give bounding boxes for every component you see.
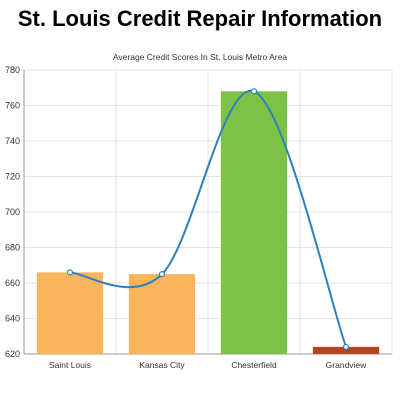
line-layer (66, 88, 350, 350)
bar-layer (36, 91, 380, 355)
line-point (66, 269, 74, 276)
x-tick-label: Saint Louis (49, 360, 91, 370)
line-point (250, 88, 258, 95)
y-tick-label: 700 (5, 207, 20, 217)
y-tick-label: 640 (5, 314, 20, 324)
bar-kansas-city (128, 274, 196, 354)
y-tick-label: 760 (5, 101, 20, 111)
y-tick-label: 620 (5, 349, 20, 359)
x-tick-label: Grandview (326, 360, 367, 370)
y-tick-label: 740 (5, 136, 20, 146)
chart-title: Average Credit Scores In St. Louis Metro… (113, 52, 287, 62)
line-point (158, 271, 166, 278)
page-title: St. Louis Credit Repair Information (17, 6, 383, 31)
y-tick-label: 680 (5, 243, 20, 253)
bar-saint-louis (36, 272, 104, 354)
y-tick-label: 720 (5, 172, 20, 182)
spline-line (69, 90, 347, 348)
x-tick-label: Chesterfield (231, 360, 277, 370)
x-tick-label: Kansas City (139, 360, 185, 370)
line-point (342, 343, 350, 350)
y-tick-label: 780 (5, 65, 20, 75)
y-tick-label: 660 (5, 278, 20, 288)
bar-chesterfield (220, 91, 288, 355)
x-axis: Saint Louis Kansas City Chesterfield Grandv… (49, 360, 367, 370)
bar-grandview (312, 346, 380, 354)
